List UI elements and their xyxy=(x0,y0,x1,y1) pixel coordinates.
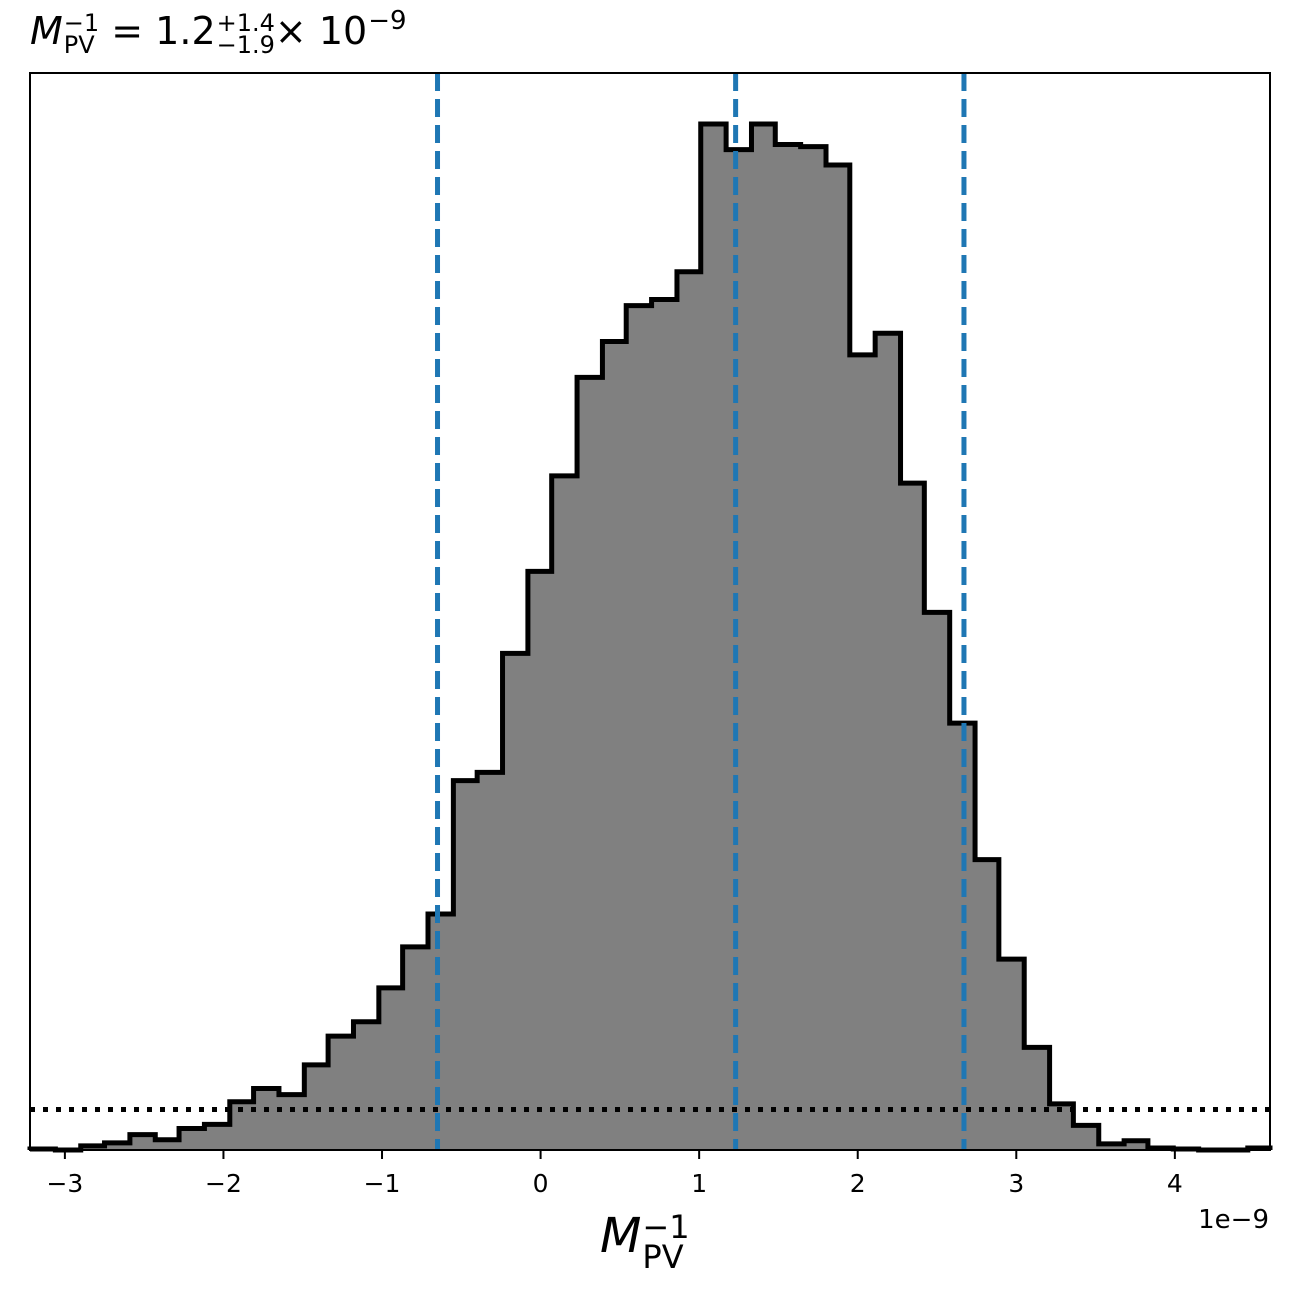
histogram-bar xyxy=(751,124,776,1150)
x-axis-label: M −1 PV xyxy=(600,1206,690,1276)
histogram-bar xyxy=(775,144,802,1150)
title-exponent: −9 xyxy=(368,6,407,36)
histogram-bar xyxy=(453,780,478,1150)
histogram-bar xyxy=(328,1036,354,1150)
title-upper-error: +1.4 xyxy=(216,9,275,37)
histogram-bar xyxy=(155,1139,180,1150)
xlabel-variable: M xyxy=(600,1208,642,1264)
x-axis-ticks: −3 −2 −1 0 1 2 3 4 xyxy=(46,1150,1183,1198)
histogram-bar xyxy=(1024,1047,1051,1150)
histogram-bar xyxy=(278,1094,305,1150)
histogram-bar xyxy=(577,377,603,1150)
x-tick-label: −3 xyxy=(46,1169,83,1198)
histogram-bar xyxy=(104,1142,131,1150)
histogram-bar xyxy=(900,483,925,1151)
histogram-bar xyxy=(1073,1125,1100,1150)
histogram-bar xyxy=(998,959,1025,1150)
title-variable-subscript: PV xyxy=(63,31,95,59)
x-tick-label: 3 xyxy=(1008,1169,1024,1198)
histogram-bar xyxy=(502,653,529,1150)
histogram-bar xyxy=(849,354,876,1151)
histogram-bar xyxy=(204,1124,231,1150)
x-tick-label: 1 xyxy=(691,1169,707,1198)
histogram-bar xyxy=(527,571,553,1150)
histogram-bar xyxy=(651,299,678,1150)
title-variable-superscript: −1 xyxy=(63,9,100,37)
histogram-bar xyxy=(428,914,454,1150)
histogram-bar xyxy=(1098,1143,1125,1150)
histogram-bar xyxy=(676,271,702,1150)
histogram-bar xyxy=(253,1088,280,1150)
x-tick-label: 4 xyxy=(1167,1169,1183,1198)
plot-frame xyxy=(29,72,1271,1151)
title-lower-error: −1.9 xyxy=(216,31,275,59)
x-tick-label: −1 xyxy=(364,1169,401,1198)
histogram-bar xyxy=(800,146,827,1150)
histogram-bar xyxy=(551,475,578,1151)
title-variable: M xyxy=(30,9,63,53)
histogram-bar xyxy=(378,987,404,1150)
xlabel-superscript: −1 xyxy=(642,1208,690,1246)
histogram-bar xyxy=(700,124,727,1150)
histogram-bar xyxy=(129,1134,156,1150)
x-tick-label: 0 xyxy=(533,1169,549,1198)
x-axis-offset-label: 1e−9 xyxy=(1198,1205,1269,1235)
histogram-bar xyxy=(402,946,429,1150)
histogram-bar xyxy=(924,612,951,1150)
xlabel-subscript: PV xyxy=(642,1238,684,1276)
histogram-bar xyxy=(726,149,752,1150)
x-tick-label: 2 xyxy=(850,1169,866,1198)
chart-title: M −1 PV = 1.2 +1.4 −1.9 × 10 −9 xyxy=(30,6,407,59)
quantile-lines xyxy=(435,73,967,1150)
histogram-bar xyxy=(477,772,504,1150)
histogram-bar xyxy=(602,341,627,1151)
title-multiplier: × 10 xyxy=(274,9,368,53)
histogram-bar xyxy=(875,333,902,1151)
histogram-bar xyxy=(353,1021,380,1150)
x-tick-label: −2 xyxy=(205,1169,242,1198)
histogram-bar xyxy=(626,305,653,1150)
histogram-bars xyxy=(30,124,1271,1151)
title-value: = 1.2 xyxy=(99,9,216,53)
histogram-bar xyxy=(179,1128,205,1150)
histogram-bar xyxy=(1124,1140,1149,1150)
histogram-bar xyxy=(826,165,851,1151)
histogram-bar xyxy=(975,859,1000,1150)
